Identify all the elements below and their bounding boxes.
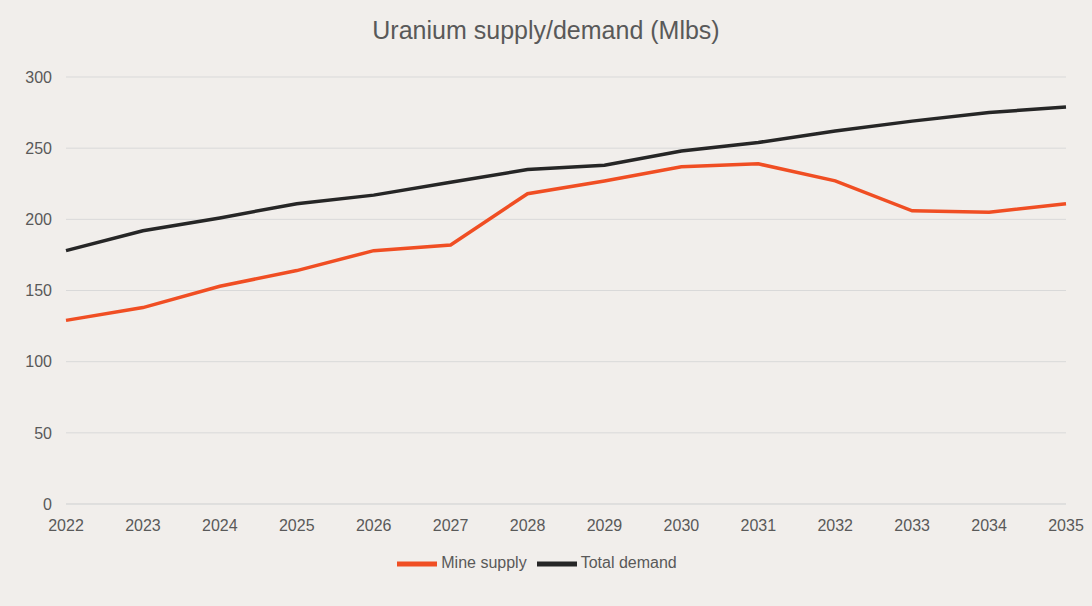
- svg-text:2028: 2028: [510, 517, 546, 534]
- svg-text:2033: 2033: [894, 517, 930, 534]
- svg-text:50: 50: [34, 425, 52, 442]
- svg-text:2032: 2032: [817, 517, 853, 534]
- svg-text:2025: 2025: [279, 517, 315, 534]
- html-text:Total demand: Total demand: [580, 554, 677, 572]
- svg-text:200: 200: [25, 211, 52, 228]
- svg-text:150: 150: [25, 282, 52, 299]
- svg-text:2022: 2022: [48, 517, 84, 534]
- svg-text:250: 250: [25, 140, 52, 157]
- svg-text:0: 0: [43, 496, 52, 513]
- svg-text:300: 300: [25, 69, 52, 86]
- svg-text:2023: 2023: [125, 517, 161, 534]
- svg-text:100: 100: [25, 353, 52, 370]
- svg-text:2026: 2026: [356, 517, 392, 534]
- svg-text:2027: 2027: [433, 517, 469, 534]
- html-text:Mine supply: Mine supply: [441, 554, 527, 572]
- svg-text:2035: 2035: [1048, 517, 1084, 534]
- svg-text:2034: 2034: [971, 517, 1007, 534]
- svg-text:2029: 2029: [587, 517, 623, 534]
- svg-text:2024: 2024: [202, 517, 238, 534]
- svg-text:2030: 2030: [664, 517, 700, 534]
- svg-text:2031: 2031: [741, 517, 777, 534]
- html-text:Uranium supply/demand (Mlbs): Uranium supply/demand (Mlbs): [372, 16, 720, 44]
